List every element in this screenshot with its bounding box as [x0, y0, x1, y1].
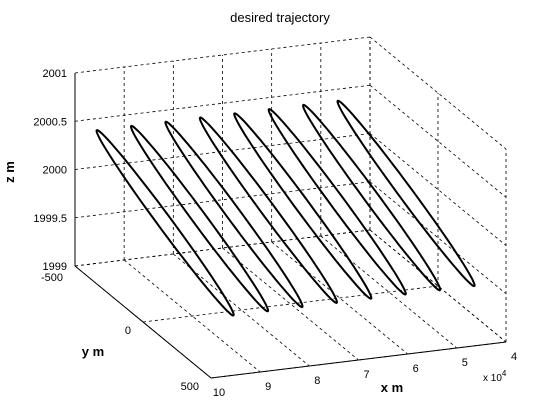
- x-tick-label: 6: [413, 363, 419, 375]
- x-exponent-power: 4: [502, 369, 507, 378]
- grid-line: [74, 229, 371, 267]
- x-axis-exponent: x 104: [483, 369, 507, 384]
- z-tick-label: 2000: [43, 165, 67, 177]
- grid-line: [74, 36, 371, 74]
- z-tick-label: 1999: [43, 261, 67, 273]
- trajectory-loop-1: [95, 129, 235, 317]
- trajectory-loops: [95, 99, 476, 317]
- x-axis-label: x m: [381, 380, 403, 395]
- z-tick-label: 1999.5: [33, 213, 67, 225]
- trajectory-loop-3: [164, 120, 304, 309]
- z-tick-label: 2001: [43, 68, 67, 80]
- grid-line: [369, 181, 507, 295]
- x-tick-label: 7: [363, 369, 369, 381]
- axis-box-edges: [74, 73, 507, 379]
- grid-lines: [74, 36, 507, 379]
- grid-line: [74, 181, 371, 219]
- x-tick-label: 10: [213, 387, 225, 399]
- grid-line: [222, 247, 359, 361]
- grid-line: [369, 84, 507, 198]
- grid-line: [74, 84, 371, 122]
- x-tick-label: 5: [462, 357, 468, 369]
- grid-line: [369, 229, 507, 343]
- y-axis-label: y m: [82, 344, 104, 359]
- trajectory-loop-4: [198, 116, 338, 304]
- grid-line: [369, 133, 507, 246]
- trajectory-loop-5: [233, 112, 373, 300]
- x-axis-edge: [210, 341, 507, 379]
- y-tick-label: -500: [41, 272, 63, 284]
- chart-title: desired trajectory: [230, 10, 330, 25]
- y-tick-label: 0: [125, 325, 131, 337]
- x-tick-labels: 10 9 8 7 6 5 4: [213, 351, 517, 399]
- grid-line: [271, 241, 408, 355]
- y-tick-labels: -500 0 500: [41, 272, 199, 393]
- y-tick-label: 500: [181, 381, 199, 393]
- grid-line: [74, 133, 371, 170]
- grid-line: [320, 235, 458, 349]
- trajectory-loop-6: [267, 108, 407, 296]
- z-tick-labels: 2001 2000.5 2000 1999.5 1999: [33, 68, 67, 273]
- grid-line: [142, 285, 439, 323]
- trajectory-loop-8: [336, 99, 476, 288]
- x-tick-label: 9: [265, 381, 271, 393]
- z-axis-label: z m: [2, 161, 17, 183]
- grid-line: [369, 36, 507, 150]
- trajectory-loop-2: [129, 124, 270, 313]
- y-axis-edge: [74, 265, 212, 379]
- grid-line: [123, 259, 261, 373]
- grid-line: [173, 253, 310, 367]
- x-exponent-base: x 10: [483, 373, 502, 384]
- x-tick-label: 4: [511, 351, 517, 363]
- x-tick-label: 8: [314, 375, 320, 387]
- z-tick-label: 2000.5: [33, 116, 67, 128]
- trajectory-loop-7: [302, 103, 442, 292]
